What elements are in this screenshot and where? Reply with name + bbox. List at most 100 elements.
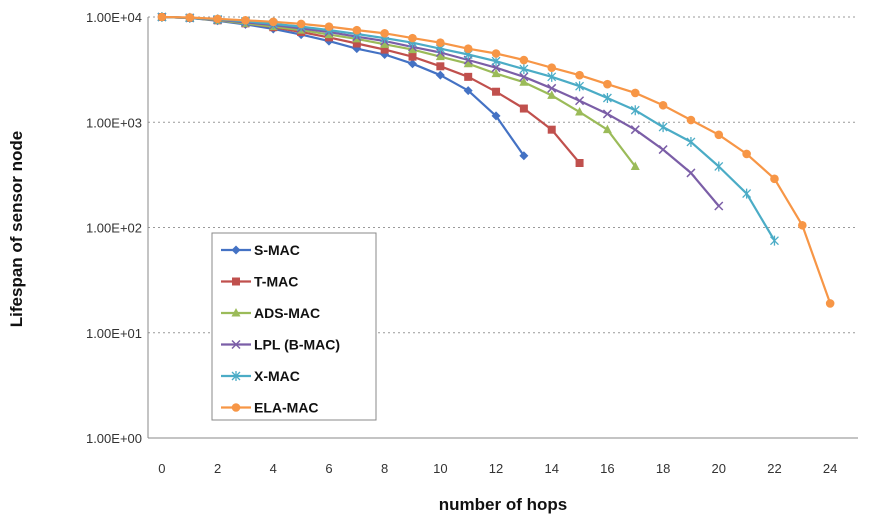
data-point [380, 29, 389, 38]
data-point [491, 111, 501, 121]
legend-label: T-MAC [254, 274, 298, 290]
data-point [547, 83, 557, 93]
data-point [770, 174, 779, 184]
data-point [491, 56, 501, 67]
y-tick-label: 1.00E+03 [86, 115, 142, 130]
x-tick-labels: 0 2 4 6 8 10 12 14 16 18 20 22 24 [158, 461, 837, 476]
data-point [825, 299, 835, 308]
x-tick-label: 4 [270, 461, 277, 476]
data-point [742, 149, 751, 159]
legend-item: ADS-MAC [221, 305, 320, 321]
y-axis-title: Lifespan of sensor node [7, 131, 26, 327]
data-point [380, 39, 390, 48]
data-point [231, 403, 241, 412]
data-point [436, 38, 445, 47]
y-tick-label: 1.00E+02 [86, 221, 142, 236]
gridlines [148, 16, 858, 334]
data-point [547, 63, 557, 72]
data-point [463, 86, 473, 96]
data-point [630, 125, 640, 135]
x-tick-label: 22 [767, 461, 781, 476]
data-point [324, 22, 334, 31]
data-point [492, 87, 501, 96]
data-point [352, 39, 361, 48]
data-point [575, 96, 585, 106]
y-tick-label: 1.00E+00 [86, 431, 142, 446]
legend-label: X-MAC [254, 368, 300, 384]
x-tick-label: 16 [600, 461, 614, 476]
data-point [157, 12, 167, 22]
data-point [547, 125, 556, 134]
data-point [714, 201, 724, 211]
data-point [463, 58, 473, 68]
data-point [714, 161, 724, 172]
data-point [686, 168, 696, 178]
x-tick-label: 2 [214, 461, 221, 476]
data-point [380, 45, 389, 54]
data-point [603, 79, 612, 89]
data-point [714, 130, 724, 140]
data-point [575, 70, 584, 80]
data-point [241, 16, 250, 25]
legend-item: LPL (B-MAC) [221, 337, 340, 353]
data-point [519, 72, 529, 82]
data-point [491, 63, 501, 73]
data-point [435, 51, 445, 61]
series-ela-mac [157, 12, 835, 308]
data-point [296, 19, 306, 29]
x-tick-label: 14 [544, 461, 558, 476]
data-point [686, 136, 696, 147]
data-point [770, 235, 779, 246]
data-point [268, 17, 278, 27]
x-tick-label: 20 [712, 461, 726, 476]
data-point [519, 77, 529, 86]
series-lines [157, 12, 835, 308]
data-point [575, 81, 585, 92]
data-point [185, 13, 195, 22]
x-tick-label: 10 [433, 461, 447, 476]
legend-box [211, 232, 377, 421]
data-point [519, 104, 528, 113]
legend-label: S-MAC [254, 242, 300, 258]
data-point [408, 33, 417, 43]
legend-label: ADS-MAC [254, 305, 320, 321]
data-point [232, 277, 240, 286]
data-point [575, 107, 585, 116]
data-point [658, 145, 668, 155]
legend-label: LPL (B-MAC) [254, 337, 340, 353]
data-point [658, 100, 668, 110]
data-point [742, 188, 752, 199]
data-point [658, 122, 668, 133]
data-point [686, 115, 696, 125]
data-point [547, 71, 557, 82]
data-point [630, 88, 640, 98]
x-tick-label: 18 [656, 461, 670, 476]
data-point [231, 308, 241, 317]
data-point [575, 159, 584, 168]
data-point [602, 92, 612, 103]
legend: S-MAC T-MAC ADS-MAC LPL (B-MAC) X-MAC ELA-MAC [211, 232, 377, 421]
data-point [352, 25, 362, 35]
legend-item: X-MAC [221, 368, 300, 384]
y-tick-labels: 1.00E+00 1.00E+01 1.00E+02 1.00E+03 1.00E+04 [86, 10, 142, 446]
data-point [491, 49, 501, 58]
data-point [630, 161, 640, 170]
data-point [231, 339, 241, 350]
legend-item: S-MAC [221, 242, 300, 258]
x-tick-label: 8 [381, 461, 388, 476]
data-point [231, 245, 241, 255]
x-axis-title: number of hops [439, 495, 567, 514]
data-point [491, 68, 501, 78]
data-point [436, 62, 445, 71]
data-point [519, 64, 529, 75]
data-point [463, 44, 473, 53]
data-point [798, 220, 807, 230]
data-point [464, 72, 473, 81]
y-tick-label: 1.00E+01 [86, 326, 142, 341]
data-point [547, 90, 557, 99]
data-point [408, 44, 418, 54]
x-tick-label: 6 [325, 461, 332, 476]
data-point [408, 52, 417, 61]
x-tick-label: 24 [823, 461, 837, 476]
